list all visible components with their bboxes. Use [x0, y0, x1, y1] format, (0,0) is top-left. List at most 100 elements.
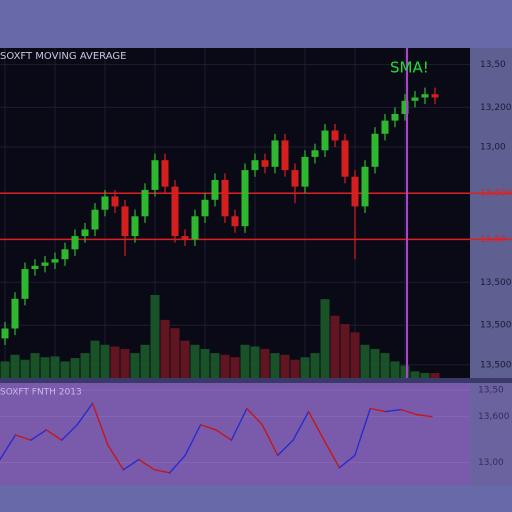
indicator-segment: [122, 458, 140, 471]
y-tick-label: 13,500: [480, 321, 512, 331]
volume-bar: [210, 353, 220, 378]
candle-body: [411, 97, 419, 101]
candle-body: [301, 156, 309, 187]
candle-body: [31, 265, 39, 270]
candle-body: [91, 209, 99, 230]
indicator-segment: [292, 410, 310, 441]
chart-title: SOXFT MOVING AVERAGE: [0, 51, 126, 62]
volume-bar: [110, 346, 120, 378]
candle-layer: [1, 87, 439, 345]
volume-bar: [270, 353, 280, 378]
indicator-segment: [338, 454, 356, 469]
indicator-segment: [107, 444, 125, 471]
y-tick-label: 13,500: [480, 189, 512, 199]
indicator-segment: [415, 413, 433, 418]
indicator-segment: [277, 439, 294, 457]
volume-bar: [70, 358, 80, 378]
volume-layer: [0, 295, 440, 378]
volume-bar: [50, 356, 60, 378]
volume-bar: [340, 324, 350, 378]
candle-body: [151, 160, 159, 190]
volume-bar: [390, 361, 400, 378]
candle-body: [101, 196, 109, 210]
volume-bar: [80, 353, 90, 378]
candle-body: [111, 196, 119, 207]
volume-bar: [200, 348, 210, 378]
candle-body: [361, 166, 369, 207]
candle-body: [271, 140, 279, 167]
candle-body: [371, 133, 379, 167]
indicator-segment: [307, 410, 325, 441]
candle-body: [141, 189, 149, 217]
volume-bar: [60, 361, 70, 378]
indicator-segment: [215, 429, 233, 441]
indicator-title: SOXFT FNTH 2013: [0, 388, 82, 398]
indicator-segment: [14, 434, 32, 441]
volume-bar: [10, 354, 20, 378]
candle-body: [201, 199, 209, 217]
volume-bar: [320, 299, 330, 378]
volume-bar: [240, 344, 250, 378]
volume-bar: [430, 373, 440, 378]
candle-body: [51, 259, 59, 263]
volume-bar: [150, 295, 160, 378]
candle-body: [121, 206, 129, 237]
y-tick-label: 13,500: [480, 278, 512, 288]
volume-bar: [30, 353, 40, 378]
volume-bar: [130, 353, 140, 378]
indicator-segment: [323, 439, 341, 469]
candle-body: [61, 249, 69, 260]
candle-body: [41, 262, 49, 266]
candle-body: [341, 140, 349, 177]
indicator-segment: [246, 407, 263, 426]
candle-body: [311, 150, 319, 157]
volume-bar: [300, 357, 310, 378]
volume-bar: [230, 357, 240, 378]
candle-body: [161, 160, 169, 187]
indicator-segment: [385, 408, 402, 413]
indicator-tick-label: 13,00: [478, 458, 504, 468]
y-tick-label: 13,200: [480, 103, 512, 113]
y-tick-label: 13,50: [480, 60, 506, 70]
candle-body: [1, 328, 9, 339]
candle-body: [331, 130, 339, 141]
volume-bar: [20, 359, 30, 378]
indicator-segment: [230, 407, 248, 441]
volume-bar: [0, 361, 10, 378]
candle-body: [21, 269, 29, 299]
indicator-segment: [199, 424, 217, 431]
indicator-tick-label: 13,600: [478, 412, 510, 422]
candle-body: [191, 216, 199, 240]
y-tick-label: 13,50: [480, 235, 506, 245]
indicator-segment: [45, 429, 63, 441]
indicator-segment: [369, 407, 387, 413]
volume-bar: [180, 340, 190, 378]
candle-body: [221, 180, 229, 217]
volume-bar: [120, 348, 130, 378]
candle-body: [391, 114, 399, 121]
y-tick-label: 13,500: [480, 360, 512, 370]
volume-bar: [360, 344, 370, 378]
indicator-segment: [400, 408, 418, 416]
indicator-segment: [61, 424, 78, 441]
indicator-segment: [30, 429, 47, 441]
volume-bar: [280, 354, 290, 378]
volume-bar: [140, 344, 150, 378]
candle-body: [421, 94, 429, 98]
indicator-tick-label: 13,50: [478, 386, 504, 396]
volume-bar: [40, 357, 50, 378]
indicator-segment: [354, 407, 371, 457]
volume-bar: [330, 315, 340, 378]
volume-bar: [160, 319, 170, 378]
candle-body: [131, 216, 139, 237]
indicator-segment: [261, 424, 279, 457]
candle-body: [81, 229, 89, 237]
volume-bar: [170, 328, 180, 378]
price-axis-panel: [470, 48, 512, 378]
indicator-segment: [138, 458, 155, 471]
candle-body: [171, 186, 179, 237]
indicator-layer: [0, 389, 470, 474]
candle-body: [181, 236, 189, 240]
indicator-segment: [91, 402, 109, 446]
